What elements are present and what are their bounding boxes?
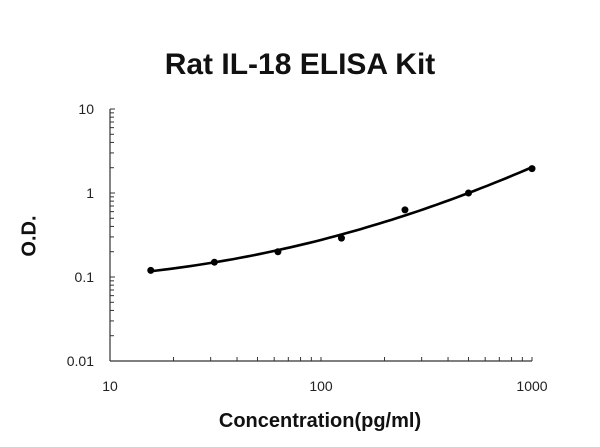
fit-curve [150,166,533,273]
data-point [147,266,155,274]
data-point [528,165,536,173]
x-tick-label: 100 [309,378,333,394]
y-tick-label: 0.1 [75,269,95,285]
y-tick-label: 1 [86,185,94,201]
data-point [210,258,218,266]
y-tick-label: 10 [78,101,94,117]
data-point [401,206,409,214]
data-point [274,248,282,256]
x-tick-label: 1000 [516,378,547,394]
x-axis-label: Concentration(pg/ml) [218,410,422,432]
y-tick-label: 0.01 [67,353,94,369]
chart-title: Rat IL-18 ELISA Kit [164,48,436,81]
data-point [337,234,345,242]
x-tick-label: 10 [102,378,118,394]
data-point [464,189,472,197]
